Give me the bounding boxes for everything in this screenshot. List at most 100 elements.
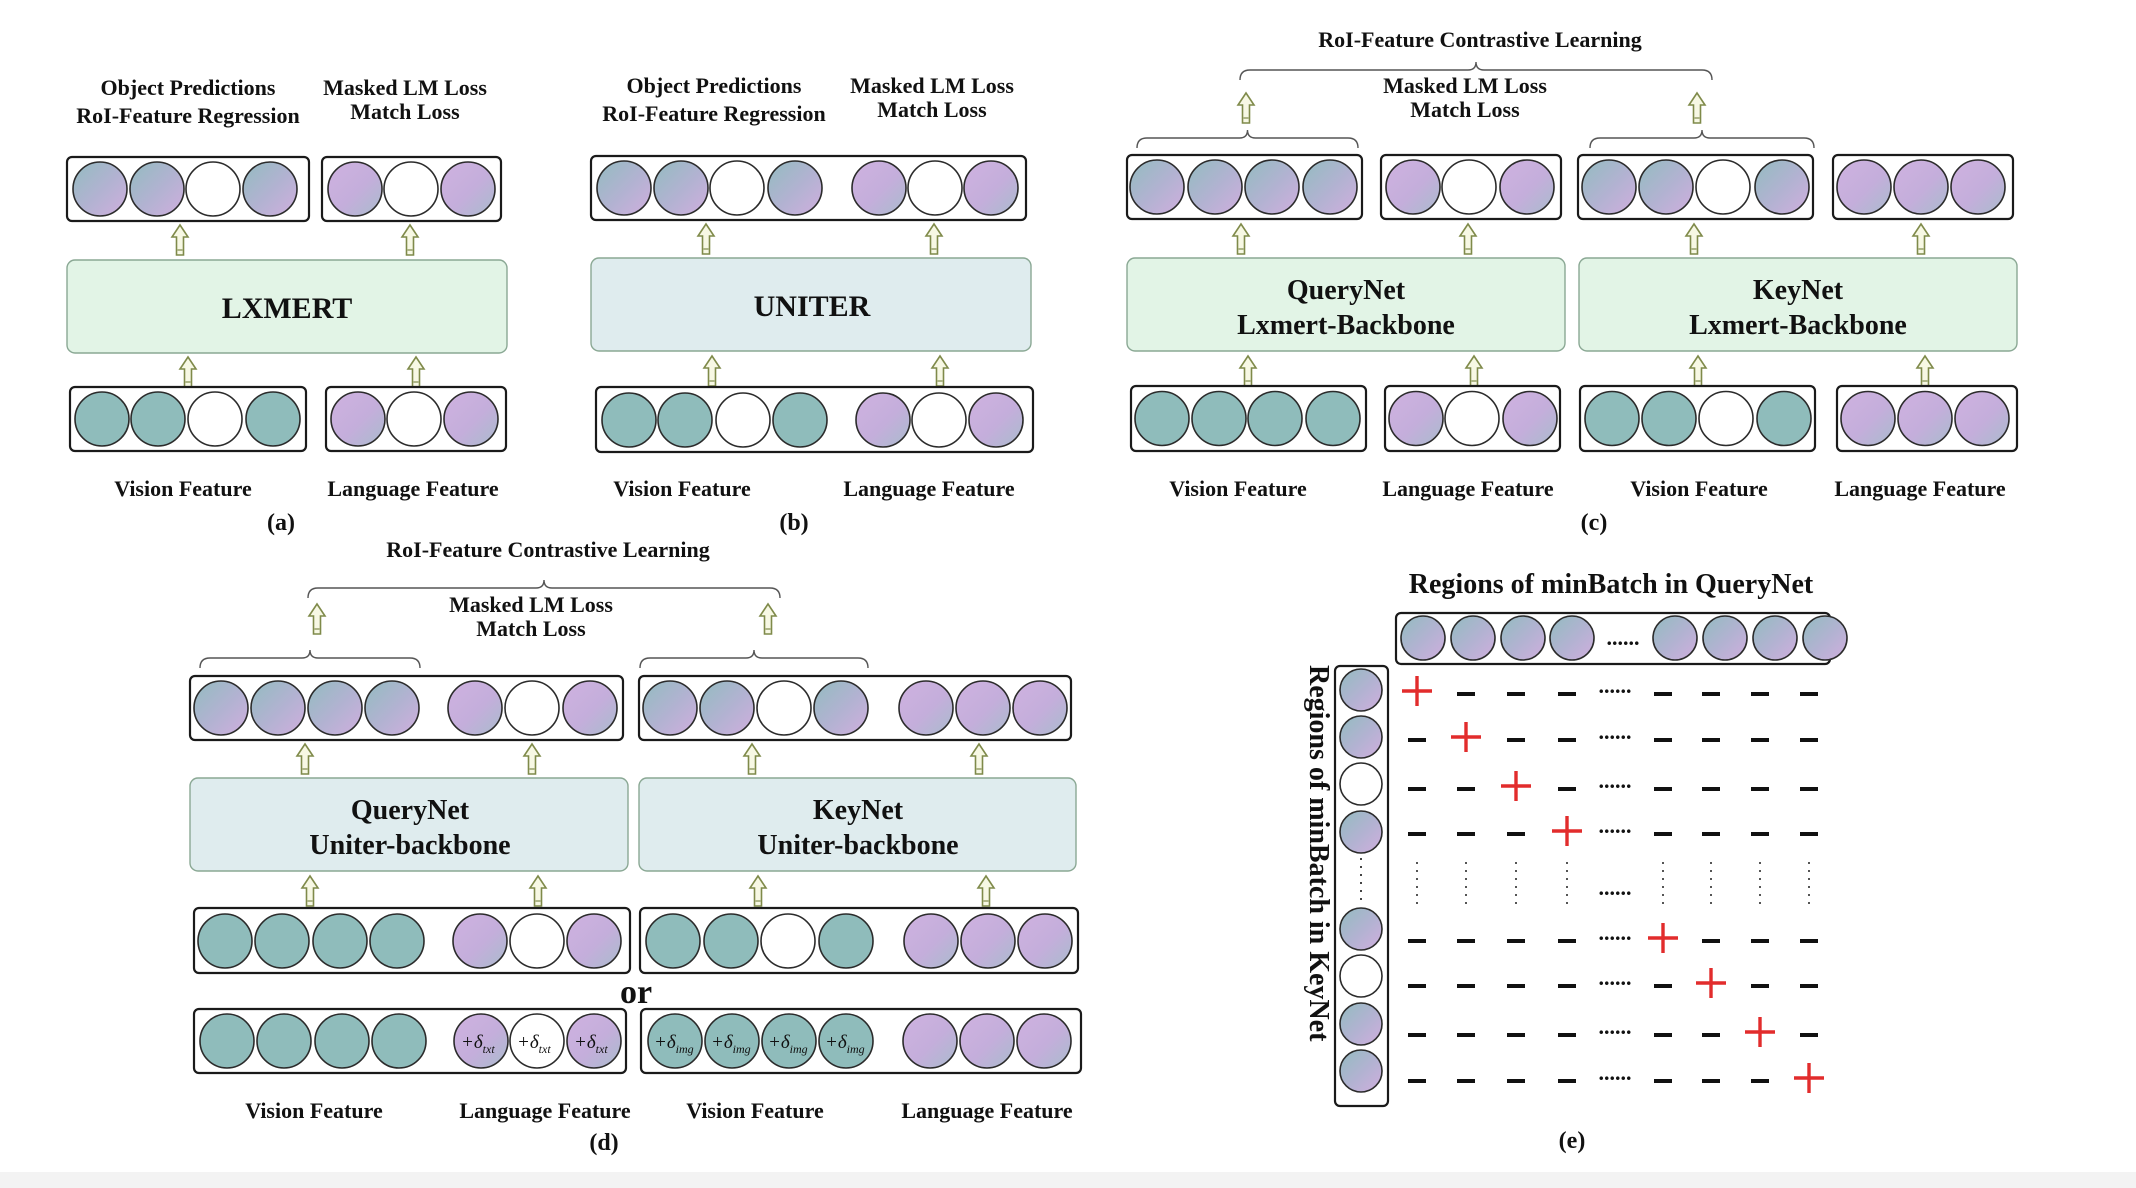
feature-token xyxy=(898,680,954,736)
panel-c-vision-feature-label-1: Vision Feature xyxy=(1169,476,1307,501)
panel-a-roi-regression-label: RoI-Feature Regression xyxy=(76,103,299,128)
matrix-row-ellipsis: ...... xyxy=(1599,1014,1632,1039)
feature-token xyxy=(963,160,1019,216)
feature-token xyxy=(1441,159,1497,215)
panel-a-vision-feature-label: Vision Feature xyxy=(114,476,252,501)
feature-token xyxy=(312,913,368,969)
panel-e-querynet-title: Regions of minBatch in QueryNet xyxy=(1409,569,1814,600)
feature-token xyxy=(386,391,442,447)
feature-token xyxy=(1339,907,1383,951)
feature-token xyxy=(566,913,622,969)
feature-token xyxy=(254,913,310,969)
feature-token xyxy=(1549,615,1595,661)
feature-token xyxy=(1840,390,1896,447)
feature-token xyxy=(1897,390,1953,447)
panel-a-caption: (a) xyxy=(267,510,295,536)
feature-token xyxy=(187,391,243,447)
feature-token xyxy=(715,392,771,448)
feature-token xyxy=(199,1013,255,1069)
delta-txt-label: +δtxt xyxy=(461,1032,495,1056)
feature-token xyxy=(1502,390,1558,447)
matrix-row-ellipsis: ...... xyxy=(1599,1060,1632,1085)
feature-token xyxy=(1134,390,1190,447)
positive-pair-plus xyxy=(1648,923,1678,953)
up-arrow-icon xyxy=(1684,222,1704,255)
panel-a-match-loss-label: Match Loss xyxy=(350,99,460,124)
up-arrow-icon xyxy=(696,222,716,255)
panel-b-language-feature-label: Language Feature xyxy=(843,476,1015,501)
up-arrow-icon xyxy=(1911,222,1931,255)
panel-c-keynet-label: KeyNet xyxy=(1753,275,1844,306)
feature-token xyxy=(1012,680,1068,736)
feature-token xyxy=(855,392,911,448)
panel-b-match-loss-label: Match Loss xyxy=(877,97,987,122)
feature-token xyxy=(1339,1049,1383,1093)
panel-b-uniter-block xyxy=(590,257,1032,352)
feature-token xyxy=(1017,913,1073,969)
feature-token xyxy=(1893,159,1949,215)
feature-token xyxy=(72,161,128,217)
feature-token xyxy=(709,160,765,216)
matrix-row-ellipsis: ...... xyxy=(1599,719,1632,744)
feature-token xyxy=(1638,159,1694,215)
up-arrow-icon xyxy=(976,874,996,907)
feature-token xyxy=(818,913,874,969)
up-arrow-icon xyxy=(178,355,198,388)
feature-token xyxy=(1385,159,1441,215)
panel-d-querynet-block xyxy=(189,777,629,872)
feature-token xyxy=(1191,390,1247,447)
feature-token xyxy=(1652,615,1698,661)
feature-token xyxy=(903,913,959,969)
feature-token xyxy=(1302,159,1358,215)
feature-token xyxy=(647,1013,703,1069)
feature-token xyxy=(453,1013,509,1069)
panel-a-model-label: LXMERT xyxy=(222,292,353,325)
feature-token xyxy=(447,680,503,736)
up-arrow-icon xyxy=(758,602,778,635)
feature-token xyxy=(129,161,185,217)
feature-token xyxy=(642,680,698,736)
feature-token xyxy=(601,392,657,448)
panel-d-keynet-backbone-label: Uniter-backbone xyxy=(757,830,958,861)
feature-token xyxy=(566,1013,622,1069)
panel-c-contrastive-label: RoI-Feature Contrastive Learning xyxy=(1318,27,1641,52)
up-arrow-icon xyxy=(1688,354,1708,387)
panel-d-querynet-label: QueryNet xyxy=(351,795,470,826)
feature-token xyxy=(364,680,420,736)
feature-token xyxy=(509,913,565,969)
panel-d-masked-lm-label: Masked LM Loss xyxy=(449,592,613,617)
up-arrow-icon xyxy=(170,223,190,256)
feature-token xyxy=(703,913,759,969)
up-arrow-icon xyxy=(702,354,722,387)
feature-token xyxy=(1339,954,1383,998)
up-arrow-icon xyxy=(1236,91,1256,124)
feature-token xyxy=(242,161,298,217)
feature-token xyxy=(699,680,755,736)
positive-pair-plus xyxy=(1794,1063,1824,1093)
feature-token xyxy=(1305,390,1361,447)
panel-d-language-feature-label-2: Language Feature xyxy=(901,1098,1073,1123)
feature-token xyxy=(1500,615,1546,661)
feature-token xyxy=(760,913,816,969)
up-arrow-icon xyxy=(295,742,315,775)
feature-token xyxy=(452,913,508,969)
panel-b-object-predictions-label: Object Predictions xyxy=(627,73,802,98)
feature-token xyxy=(968,392,1024,448)
feature-token xyxy=(1129,159,1185,215)
panel-c-contrastive-brace xyxy=(1239,61,1713,81)
matrix-row-ellipsis: ...... xyxy=(1599,920,1632,945)
feature-token xyxy=(245,391,301,447)
feature-token xyxy=(596,160,652,216)
panel-c-keynet-block xyxy=(1578,257,2018,352)
feature-token xyxy=(761,1013,817,1069)
feature-token xyxy=(704,1013,760,1069)
feature-token xyxy=(851,160,907,216)
query-row-ellipsis: ...... xyxy=(1607,625,1640,650)
feature-token xyxy=(185,161,241,217)
feature-token xyxy=(756,680,812,736)
panel-d-match-loss-label: Match Loss xyxy=(476,616,586,641)
feature-token xyxy=(197,913,253,969)
feature-token xyxy=(504,680,560,736)
feature-token xyxy=(1641,390,1697,447)
